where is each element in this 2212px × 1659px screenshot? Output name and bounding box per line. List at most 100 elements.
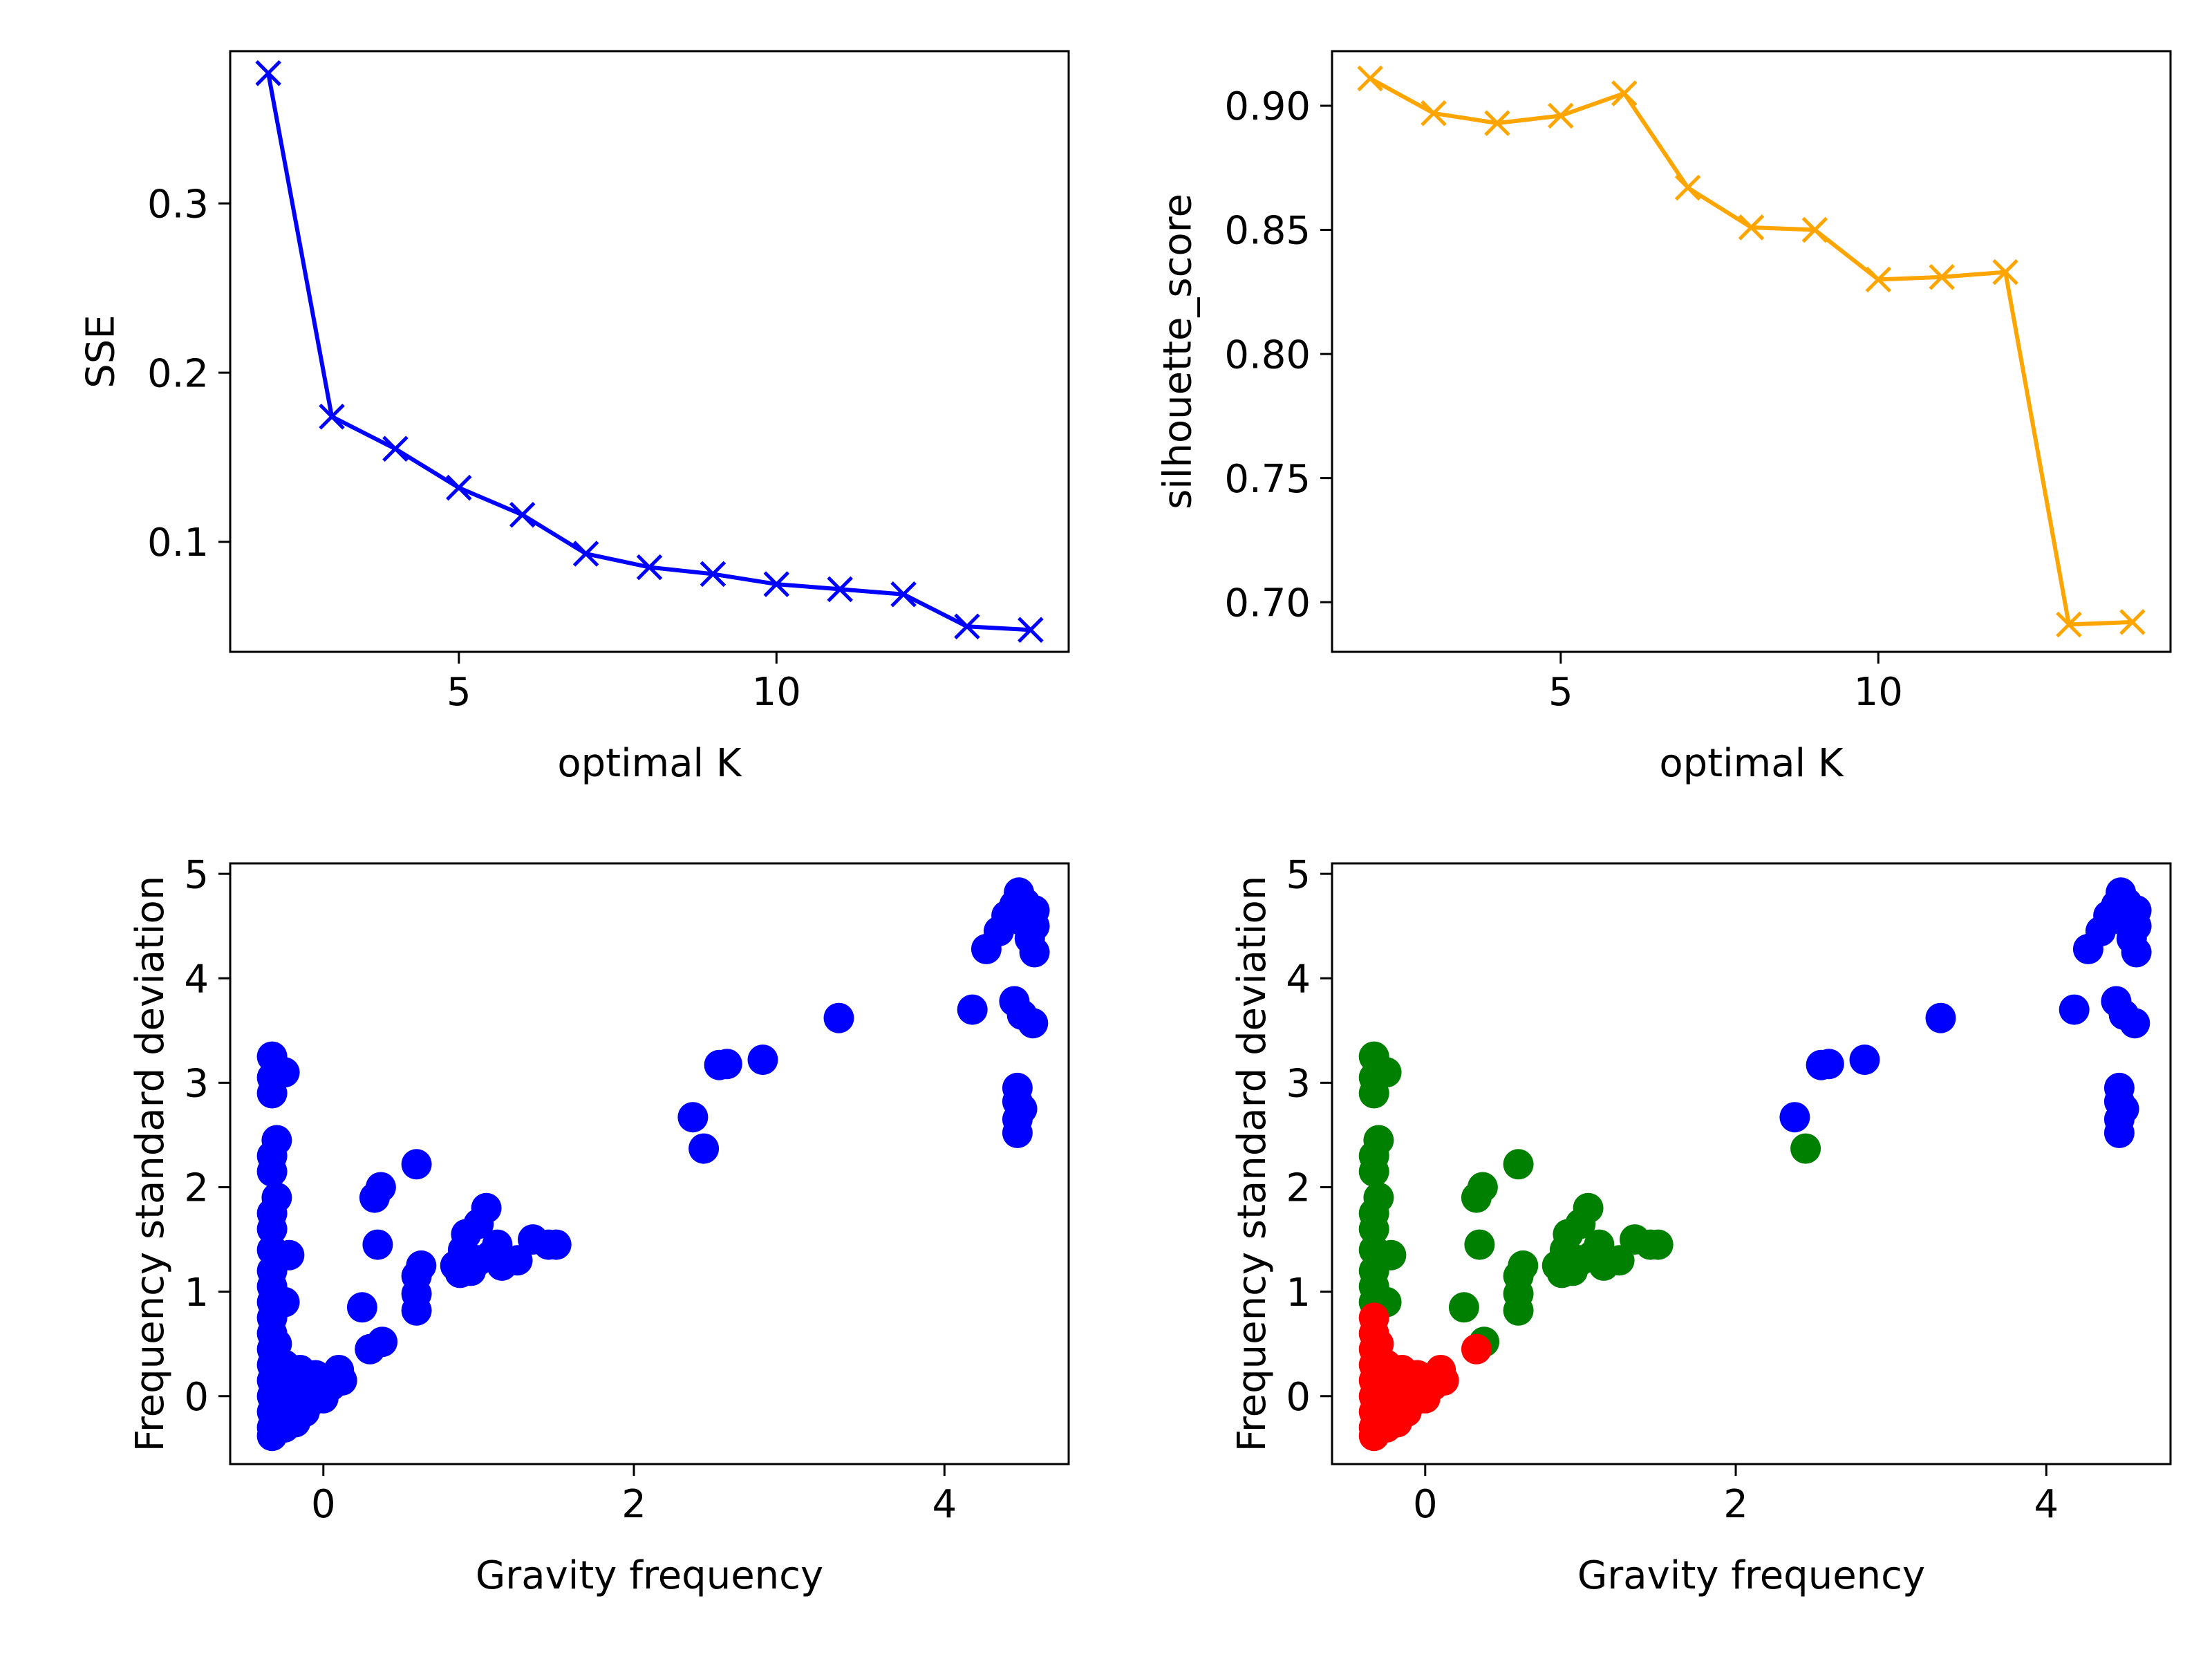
scatter-clustered-y-axis-label: Frequency standard deviation — [1230, 876, 1275, 1452]
scatter-clustered-scatter-point — [1371, 1057, 1402, 1088]
scatter-clustered-scatter-point — [1448, 1292, 1479, 1323]
scatter-raw-marks — [256, 877, 1050, 1452]
silhouette-y-tick-label: 0.70 — [1224, 581, 1311, 626]
scatter-clustered-scatter-point — [1358, 1156, 1389, 1187]
sse-point-marker — [509, 501, 536, 528]
scatter-raw-scatter-point — [256, 1156, 288, 1187]
sse-y-ticks: 0.1 0.2 0.3 — [147, 182, 230, 565]
sse-y-axis-label: SSE — [78, 315, 123, 388]
scatter-raw-scatter-point — [365, 1172, 396, 1203]
sse-point-marker — [763, 571, 790, 597]
silhouette-point-marker — [1929, 264, 1955, 290]
scatter-raw-scatter-point — [502, 1245, 533, 1276]
scatter-raw-scatter-point — [747, 1044, 778, 1076]
silhouette-y-axis-label: silhouette_score — [1156, 194, 1201, 509]
silhouette-x-ticks: 5 10 — [1548, 652, 1903, 715]
silhouette-point-marker — [1674, 174, 1701, 201]
scatter-clustered-x-tick-label: 0 — [1413, 1482, 1438, 1527]
scatter-raw-scatter-point — [346, 1292, 377, 1323]
scatter-clustered-scatter-point — [1565, 1245, 1596, 1276]
scatter-clustered-scatter-point — [1813, 1049, 1844, 1080]
silhouette-y-tick-label: 0.80 — [1224, 332, 1311, 377]
scatter-clustered-scatter-point — [1849, 1044, 1880, 1076]
scatter-clustered-x-tick-label: 4 — [2034, 1482, 2059, 1527]
silhouette-point-marker — [1484, 110, 1510, 136]
scatter-clustered-scatter-point — [1508, 1250, 1539, 1281]
sse-marks — [255, 60, 1044, 643]
scatter-clustered-y-tick-label: 5 — [1286, 852, 1311, 897]
scatter-raw-y-ticks: 0 1 2 3 4 5 — [184, 852, 230, 1420]
sse-y-tick-label: 0.2 — [147, 351, 209, 396]
sse-point-marker — [446, 474, 472, 501]
sse-point-marker — [890, 581, 917, 608]
scatter-clustered-scatter-point — [2121, 895, 2152, 926]
scatter-clustered-y-tick-label: 0 — [1286, 1375, 1311, 1420]
sse-point-marker — [382, 435, 409, 462]
scatter-raw-scatter-point — [269, 1057, 300, 1088]
scatter-raw-scatter-point — [711, 1049, 742, 1080]
scatter-clustered-scatter-point — [2108, 1094, 2139, 1125]
scatter-raw-scatter-point — [677, 1102, 709, 1133]
silhouette-point-marker — [1801, 216, 1828, 243]
scatter-raw-scatter-point — [326, 1365, 357, 1396]
scatter-clustered-y-tick-label: 1 — [1286, 1271, 1311, 1315]
sse-y-tick-label: 0.3 — [147, 182, 209, 227]
scatter-clustered-scatter-point — [1378, 1360, 1409, 1391]
scatter-clustered-scatter-point — [1642, 1229, 1674, 1260]
scatter-raw-scatter-point — [463, 1245, 494, 1276]
scatter-raw-y-tick-label: 1 — [184, 1271, 209, 1315]
silhouette-point-marker — [2119, 609, 2146, 635]
scatter-clustered-scatter-point — [1779, 1102, 1810, 1133]
scatter-clustered-scatter-point — [1573, 1192, 1604, 1224]
silhouette-y-tick-label: 0.85 — [1224, 209, 1311, 254]
scatter-raw-x-tick-label: 2 — [621, 1482, 646, 1527]
scatter-clustered-scatter-point — [1464, 1229, 1495, 1260]
silhouette-y-tick-label: 0.75 — [1224, 457, 1311, 502]
scatter-clustered-scatter-point — [2103, 1117, 2135, 1148]
sse-x-axis-label: optimal K — [557, 741, 742, 786]
scatter-clustered-x-axis-label: Gravity frequency — [1577, 1553, 1925, 1598]
scatter-clustered-scatter-point — [1397, 1386, 1428, 1417]
scatter-clustered-y-tick-label: 3 — [1286, 1062, 1311, 1107]
scatter-clustered-scatter-point — [1358, 1214, 1389, 1244]
silhouette-point-marker — [1357, 65, 1383, 92]
silhouette-x-tick-label: 5 — [1548, 670, 1573, 715]
scatter-raw-scatter-point — [1019, 937, 1050, 968]
sse-point-marker — [1018, 617, 1044, 643]
scatter-raw-scatter-point — [688, 1133, 720, 1164]
scatter-raw-scatter-point — [957, 994, 988, 1025]
scatter-raw-y-tick-label: 4 — [184, 957, 209, 1002]
panel-sse: 5 10 0.1 0.2 0.3 optimal K SSE — [78, 50, 1070, 786]
scatter-raw-x-tick-label: 0 — [311, 1482, 336, 1527]
sse-axes-frame — [229, 50, 1070, 653]
panel-scatter-clustered: 0 2 4 0 1 2 3 4 5 Gravity frequency Frequency s… — [1230, 852, 2172, 1598]
sse-point-marker — [827, 576, 853, 603]
scatter-clustered-y-tick-label: 4 — [1286, 957, 1311, 1002]
scatter-clustered-scatter-point — [1503, 1149, 1534, 1180]
scatter-raw-scatter-point — [276, 1360, 308, 1391]
sse-y-tick-label: 0.1 — [147, 521, 209, 565]
silhouette-point-marker — [1421, 100, 1447, 126]
silhouette-point-marker — [1738, 214, 1765, 241]
sse-point-marker — [636, 554, 663, 581]
scatter-raw-scatter-point — [406, 1250, 437, 1281]
scatter-clustered-scatter-point — [1925, 1002, 1956, 1033]
scatter-raw-scatter-point — [541, 1229, 572, 1260]
scatter-clustered-scatter-point — [2119, 1008, 2150, 1039]
scatter-raw-scatter-point — [1018, 1008, 1049, 1039]
scatter-clustered-scatter-point — [1467, 1172, 1498, 1203]
sse-point-marker — [700, 561, 727, 588]
panel-scatter-raw: 0 2 4 0 1 2 3 4 5 Gravity frequency Frequency s… — [128, 852, 1070, 1598]
sse-point-marker — [954, 613, 980, 640]
sse-point-marker — [572, 541, 599, 567]
scatter-clustered-scatter-point — [2059, 994, 2090, 1025]
silhouette-point-marker — [1548, 102, 1574, 129]
scatter-raw-scatter-point — [280, 1407, 311, 1438]
scatter-clustered-scatter-point — [2121, 937, 2152, 968]
sse-x-tick-label: 5 — [447, 670, 471, 715]
silhouette-point-marker — [2056, 611, 2082, 638]
scatter-raw-x-ticks: 0 2 4 — [311, 1464, 957, 1527]
scatter-raw-scatter-point — [367, 1327, 398, 1358]
scatter-raw-scatter-point — [256, 1214, 288, 1244]
